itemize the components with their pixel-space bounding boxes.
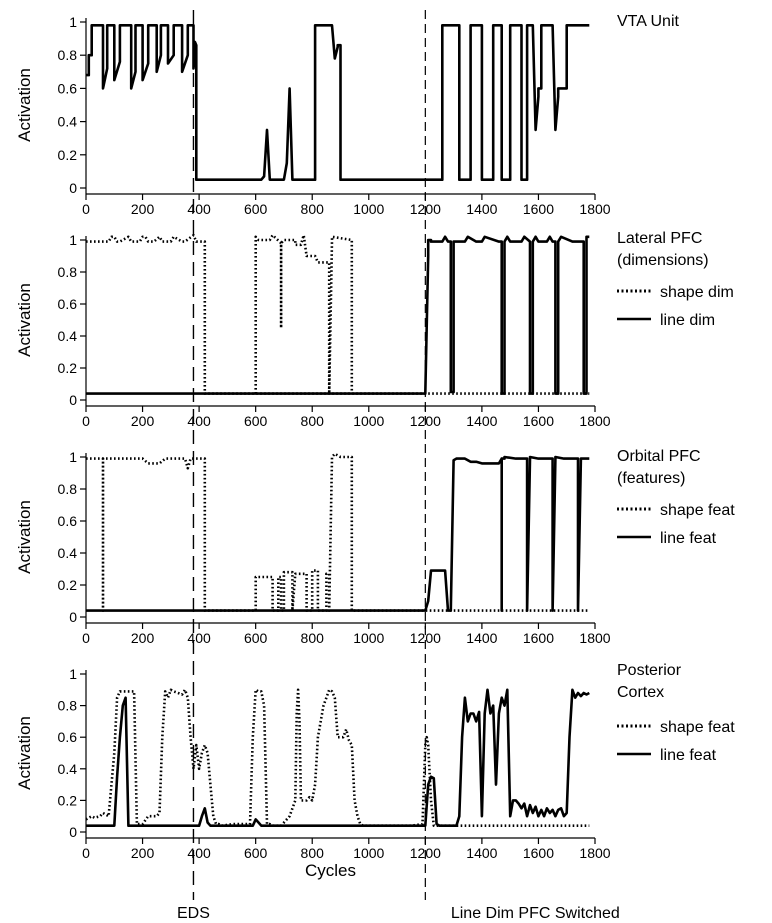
x-tick-label: 600 [244, 845, 268, 861]
x-tick-label: 1800 [579, 630, 610, 646]
x-tick-label: 1000 [353, 413, 384, 429]
x-tick-label: 600 [244, 201, 268, 217]
y-tick-label: 1 [69, 666, 77, 682]
x-tick-label: 800 [301, 845, 325, 861]
y-tick-label: 0.8 [58, 481, 78, 497]
panel-title: Lateral PFC (dimensions) [617, 230, 709, 269]
x-tick-label: 400 [187, 201, 211, 217]
panel-4: 00.20.40.60.810 200 400 600 800 1000 1200 1400 1… [15, 662, 735, 880]
y-tick-label: 0.2 [58, 792, 78, 808]
panel-3: 0 0.2 0.4 0.6 0.8 1 0 200 400 600 800 1000 1200 1400 1… [15, 448, 735, 646]
x-tick-label: 600 [244, 413, 268, 429]
x-tick-label: 200 [131, 413, 155, 429]
x-tick-label: 1000 [353, 845, 384, 861]
series-line-solid [86, 688, 590, 828]
y-axis-label: Activation [15, 283, 34, 357]
x-tick-label: 800 [301, 201, 325, 217]
panel-title: VTA Unit [617, 13, 680, 30]
legend-label-line_feat: line feat [660, 530, 717, 547]
series-line-dotted [86, 452, 590, 612]
y-tick-label: 0.4 [58, 328, 78, 344]
x-tick-label: 0 [82, 630, 90, 646]
panel-1: 00.20.40.60.810 200 400 600 800 1000 1200 1400 1… [15, 13, 680, 217]
x-tick-label: 1400 [466, 845, 497, 861]
legend-label-line_feat: line feat [660, 747, 717, 764]
x-tick-label: 200 [131, 845, 155, 861]
series-line-solid [86, 235, 590, 395]
y-tick-label: 0.6 [58, 296, 78, 312]
legend-label-shape_feat: shape feat [660, 719, 735, 736]
x-tick-label: 0 [82, 201, 90, 217]
y-tick-label: 0.4 [58, 761, 78, 777]
y-tick-label: 0.2 [58, 577, 78, 593]
switch-marker-label: Line Dim PFC Switched [451, 905, 620, 922]
x-tick-label: 1000 [353, 630, 384, 646]
x-tick-label: 800 [301, 630, 325, 646]
series-line-dotted [254, 233, 354, 395]
x-tick-label: 600 [244, 630, 268, 646]
x-tick-label: 1400 [466, 201, 497, 217]
x-tick-label: 1000 [353, 201, 384, 217]
y-tick-label: 0.4 [58, 545, 78, 561]
x-tick-label: 1800 [579, 413, 610, 429]
x-tick-label: 200 [131, 201, 155, 217]
x-tick-label: 1600 [523, 630, 554, 646]
panel-2: 00.20.40.60.810 200 400 600 800 1000 1200 1400 1… [15, 230, 734, 429]
y-tick-label: 0.6 [58, 729, 78, 745]
y-tick-label: 0.6 [58, 80, 78, 96]
x-tick-label: 400 [187, 845, 211, 861]
x-tick-label: 1600 [523, 201, 554, 217]
series-line-solid [86, 455, 590, 612]
y-axis-label: Activation [15, 68, 34, 142]
y-tick-label: 1 [69, 449, 77, 465]
x-tick-label: 0 [82, 845, 90, 861]
legend-label-line_dim: line dim [660, 312, 715, 329]
y-tick-label: 0 [69, 824, 77, 840]
panel-title: Posterior Cortex [617, 662, 682, 701]
series-line-dotted [86, 233, 590, 395]
series-line-dotted [85, 688, 590, 828]
x-tick-label: 1600 [523, 845, 554, 861]
x-tick-label: 400 [187, 413, 211, 429]
legend-label-shape_feat: shape feat [660, 502, 735, 519]
x-tick-label: 1800 [579, 201, 610, 217]
x-tick-label: 200 [131, 630, 155, 646]
y-tick-label: 1 [69, 14, 77, 30]
y-tick-label: 1 [69, 232, 77, 248]
eds-marker-label: EDS [177, 905, 210, 922]
legend-label-shape_dim: shape dim [660, 284, 734, 301]
y-tick-label: 0.4 [58, 114, 78, 130]
x-tick-label: 400 [187, 630, 211, 646]
x-tick-label: 800 [301, 413, 325, 429]
x-tick-label: 1800 [579, 845, 610, 861]
x-tick-label: 1200 [410, 630, 441, 646]
y-tick-label: 0.8 [58, 47, 78, 63]
y-tick-label: 0 [69, 180, 77, 196]
y-tick-label: 0.6 [58, 513, 78, 529]
y-tick-label: 0.8 [58, 698, 78, 714]
y-tick-label: 0 [69, 609, 77, 625]
x-tick-label: 1600 [523, 413, 554, 429]
y-tick-label: 0.8 [58, 264, 78, 280]
x-tick-label: 1400 [466, 413, 497, 429]
y-tick-label: 0 [69, 392, 77, 408]
y-tick-label: 0.2 [58, 360, 78, 376]
series-line-solid [86, 23, 590, 181]
x-axis-label: Cycles [305, 861, 356, 880]
y-axis-label: Activation [15, 500, 34, 574]
y-tick-label: 0.2 [58, 147, 78, 163]
panel-title: Orbital PFC (features) [617, 448, 701, 487]
x-tick-label: 1400 [466, 630, 497, 646]
x-tick-label: 0 [82, 413, 90, 429]
y-axis-label: Activation [15, 716, 34, 790]
